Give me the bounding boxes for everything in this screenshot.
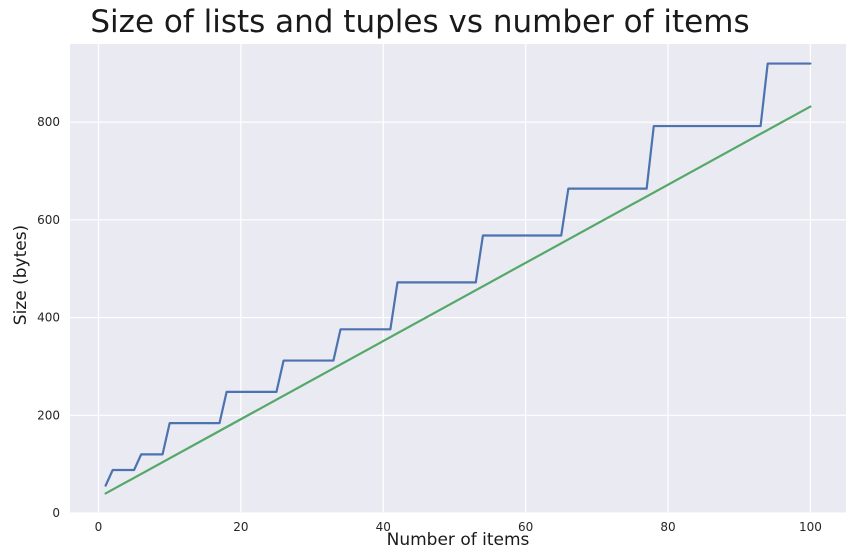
grid-lines (70, 44, 846, 514)
y-tick-label: 200 (37, 408, 60, 422)
chart-title: Size of lists and tuples vs number of it… (90, 4, 750, 40)
x-axis-label: Number of items (386, 530, 530, 550)
x-tick-label: 80 (660, 520, 675, 534)
x-tick-label: 60 (518, 520, 533, 534)
y-tick-label: 400 (37, 311, 60, 325)
x-tick-label: 0 (95, 520, 103, 534)
series-line-2 (104, 105, 812, 495)
x-tick-label: 40 (376, 520, 391, 534)
x-tick-label: 20 (233, 520, 248, 534)
series-lines (104, 62, 812, 495)
y-tick-label: 0 (52, 506, 60, 520)
y-tick-label: 600 (37, 213, 60, 227)
tick-labels: 0 20 40 60 80 100 0 200 400 600 800 (37, 115, 822, 534)
x-tick-label: 100 (799, 520, 822, 534)
y-tick-label: 800 (37, 115, 60, 129)
series-line-1 (104, 62, 812, 487)
plot-area (70, 44, 846, 513)
y-axis-label: Size (bytes) (11, 224, 31, 326)
